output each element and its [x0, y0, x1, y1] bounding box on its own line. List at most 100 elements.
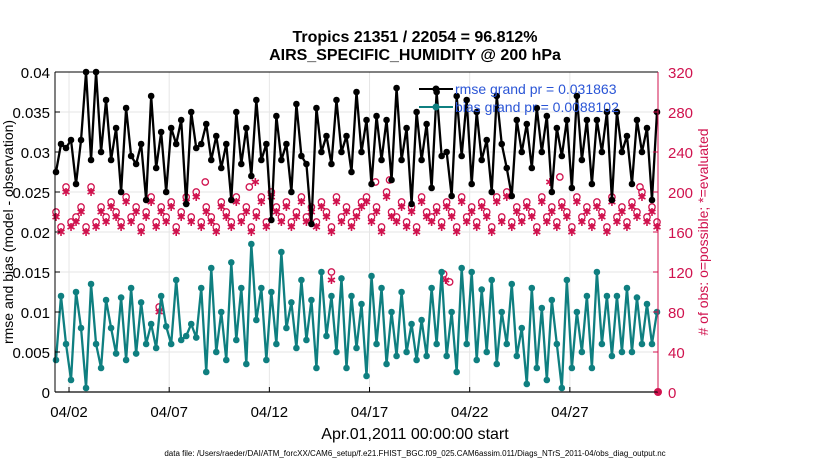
y2-tick-label: 200 — [668, 185, 693, 202]
obs-evaluated-marker — [633, 213, 641, 221]
rmse-point — [217, 164, 225, 172]
obs-evaluated-marker — [648, 208, 656, 216]
bias-point — [303, 336, 310, 344]
rmse-point — [167, 124, 175, 132]
rmse-point — [248, 172, 255, 180]
bias-point — [273, 340, 280, 348]
bias-point — [638, 340, 646, 348]
bias-point — [433, 340, 440, 348]
rmse-point — [117, 188, 125, 196]
obs-evaluated-marker — [623, 223, 631, 231]
bias-point — [413, 356, 420, 364]
bias-point — [207, 264, 215, 272]
rmse-point — [558, 152, 566, 160]
obs-evaluated-marker — [142, 213, 151, 221]
y-tick-label: 0.005 — [12, 345, 50, 362]
bias-point — [318, 268, 325, 276]
bias-point — [403, 348, 410, 356]
bias-point — [348, 292, 355, 300]
obs-evaluated-marker — [593, 203, 601, 211]
bias-point — [167, 340, 175, 348]
rmse-point — [453, 92, 460, 100]
rmse-point — [298, 152, 305, 160]
rmse-point — [463, 96, 470, 104]
obs-evaluated-marker — [62, 188, 70, 196]
rmse-point — [438, 152, 445, 160]
bias-point — [263, 356, 270, 364]
y-tick-label: 0 — [42, 385, 50, 402]
bias-point — [438, 268, 445, 276]
bias-point — [137, 299, 145, 306]
obs-evaluated-marker — [392, 218, 401, 226]
bias-point — [643, 300, 651, 308]
obs-evaluated-marker — [207, 218, 216, 226]
rmse-point — [202, 120, 210, 128]
bias-point — [588, 364, 596, 372]
obs-evaluated-marker — [352, 213, 361, 221]
bias-point — [608, 352, 616, 360]
rmse-point — [323, 132, 330, 140]
bias-point — [217, 308, 225, 316]
rmse-point — [443, 148, 450, 156]
rmse-point — [528, 164, 536, 172]
bias-point — [57, 292, 65, 300]
obs-evaluated-marker — [257, 198, 266, 206]
obs-evaluated-marker — [487, 228, 496, 236]
obs-evaluated-marker — [107, 203, 115, 211]
x-tick-labels: 04/02 04/07 04/12 04/17 04/22 04/27 — [50, 404, 588, 421]
rmse-point — [648, 196, 656, 204]
obs-evaluated-marker — [342, 208, 351, 216]
obs-evaluated-marker — [197, 223, 206, 231]
rmse-point — [57, 140, 65, 148]
bias-point — [258, 284, 265, 292]
bias-point — [147, 320, 155, 328]
rmse-point — [368, 180, 375, 188]
obs-evaluated-marker — [152, 223, 161, 231]
bias-point — [248, 240, 255, 248]
obs-evaluated-marker — [382, 193, 391, 201]
obs-evaluated-marker — [628, 203, 636, 211]
rmse-point — [207, 156, 215, 164]
rmse-point — [478, 156, 486, 164]
rmse-point — [318, 148, 325, 156]
bias-series — [52, 240, 661, 392]
obs-evaluated-marker — [387, 213, 396, 221]
bias-point — [97, 364, 105, 372]
rmse-point — [293, 100, 300, 108]
rmse-point — [107, 156, 115, 164]
bias-point — [192, 334, 200, 341]
x-tick-label: 04/17 — [351, 404, 389, 421]
bias-point — [533, 364, 541, 372]
bias-point — [648, 340, 656, 348]
obs-evaluated-marker — [292, 213, 301, 221]
rmse-point — [468, 180, 475, 188]
obs-evaluated-marker — [417, 198, 426, 206]
bias-point — [278, 248, 285, 256]
bias-point — [483, 348, 491, 356]
rmse-point — [513, 116, 521, 124]
obs-possible-marker — [636, 183, 644, 191]
obs-evaluated-marker — [567, 228, 576, 236]
rmse-point — [187, 108, 195, 116]
obs-evaluated-marker — [102, 218, 110, 226]
bias-point — [177, 336, 185, 344]
rmse-point — [212, 132, 220, 140]
obs-evaluated-marker — [522, 203, 531, 211]
bias-point — [428, 284, 435, 292]
rmse-point — [222, 140, 230, 148]
rmse-point — [62, 144, 70, 152]
obs-evaluated-marker — [562, 213, 571, 221]
rmse-point — [258, 156, 265, 164]
obs-evaluated-marker — [497, 218, 506, 226]
obs-evaluated-marker — [237, 218, 246, 226]
rmse-point — [253, 96, 260, 104]
obs-evaluated-marker — [347, 223, 356, 231]
obs-evaluated-marker — [557, 203, 566, 211]
obs-evaluated-marker — [192, 193, 201, 201]
bias-point — [197, 284, 205, 292]
obs-evaluated-marker — [452, 228, 461, 236]
obs-count-layer — [52, 173, 662, 396]
rmse-point — [643, 124, 651, 132]
y2-tick-label: 120 — [668, 265, 693, 282]
bias-point — [373, 340, 380, 348]
